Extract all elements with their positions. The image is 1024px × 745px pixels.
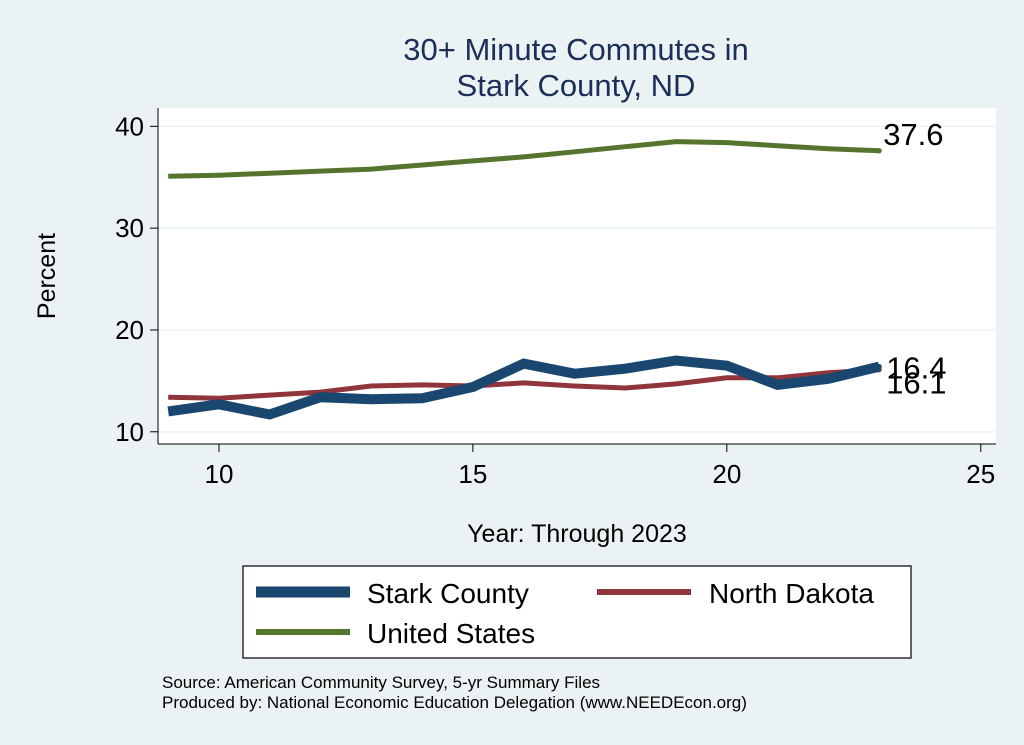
y-tick-label-30: 30	[115, 213, 144, 243]
legend-label-stark-county: Stark County	[367, 578, 529, 609]
series-end-point-stark-county	[876, 364, 882, 370]
series-line-united-states	[168, 139, 880, 179]
x-tick-label-15: 15	[458, 459, 487, 489]
legend: Stark County North Dakota United States	[242, 565, 912, 659]
x-tick-label-10: 10	[204, 459, 233, 489]
series-line-stark-county	[167, 355, 881, 420]
x-tick-label-20: 20	[712, 459, 741, 489]
source-note: Source: American Community Survey, 5-yr …	[162, 673, 600, 692]
end-label-united-states: 37.6	[883, 117, 943, 152]
produced-by-note: Produced by: National Economic Education…	[162, 693, 747, 712]
end-labels: 16.416.1 37.6	[883, 117, 946, 401]
y-tick-label-10: 10	[115, 417, 144, 447]
legend-box	[242, 565, 912, 659]
end-label-stark-county: 16.4	[886, 351, 946, 386]
chart-title-line-1: 30+ Minute Commutes in	[403, 32, 748, 67]
series-lines	[167, 139, 882, 420]
legend-label-united-states: United States	[367, 618, 535, 649]
y-tick-label-40: 40	[115, 111, 144, 141]
legend-label-north-dakota: North Dakota	[709, 578, 874, 609]
chart-title-line-2: Stark County, ND	[457, 68, 696, 103]
y-tick-label-20: 20	[115, 315, 144, 345]
gridlines	[158, 125, 996, 433]
series-end-point-united-states	[876, 148, 882, 154]
x-axis-title: Year: Through 2023	[467, 520, 687, 548]
end-label-north-dakota: 16.1	[886, 366, 946, 401]
axes: 10 20 30 40 10 15 20 25	[115, 108, 996, 489]
x-tick-label-25: 25	[966, 459, 995, 489]
y-axis-title: Percent	[33, 233, 61, 319]
